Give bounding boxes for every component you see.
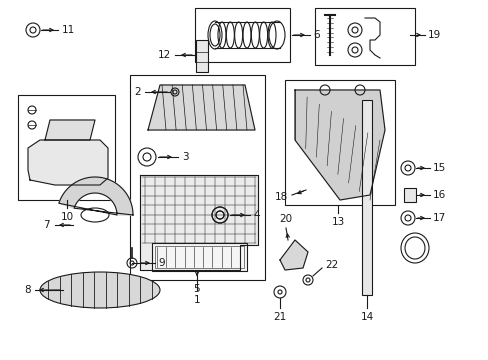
Bar: [196, 40, 207, 72]
Text: 17: 17: [432, 213, 446, 223]
Text: 3: 3: [182, 152, 188, 162]
Polygon shape: [59, 177, 133, 215]
Ellipse shape: [40, 272, 160, 308]
Text: 15: 15: [432, 163, 446, 173]
Text: 1: 1: [193, 295, 200, 305]
Text: 19: 19: [427, 30, 440, 40]
Text: 11: 11: [62, 25, 75, 35]
Text: 2: 2: [134, 87, 141, 97]
Bar: [18, 95, 115, 200]
Text: 16: 16: [432, 190, 446, 200]
Bar: [195, 8, 289, 62]
Text: 14: 14: [360, 312, 373, 322]
Bar: [130, 75, 264, 280]
Text: 6: 6: [312, 30, 319, 40]
Bar: [314, 8, 414, 65]
Bar: [403, 188, 415, 202]
Bar: [152, 243, 246, 271]
Bar: [155, 246, 244, 268]
Polygon shape: [148, 85, 254, 130]
Text: 18: 18: [274, 192, 287, 202]
Text: 13: 13: [331, 217, 344, 227]
Text: 10: 10: [61, 212, 73, 222]
Text: 5: 5: [193, 284, 200, 294]
Polygon shape: [28, 140, 108, 185]
Text: 20: 20: [279, 214, 292, 224]
Text: 12: 12: [158, 50, 171, 60]
Text: 7: 7: [43, 220, 50, 230]
Bar: [361, 100, 371, 295]
Text: 4: 4: [252, 210, 259, 220]
Polygon shape: [140, 175, 258, 270]
Polygon shape: [280, 240, 307, 270]
Bar: [285, 80, 394, 205]
Text: 8: 8: [24, 285, 31, 295]
Polygon shape: [294, 90, 384, 200]
Polygon shape: [45, 120, 95, 140]
Text: 21: 21: [273, 312, 286, 322]
Text: 22: 22: [325, 260, 338, 270]
Text: 9: 9: [158, 258, 164, 268]
